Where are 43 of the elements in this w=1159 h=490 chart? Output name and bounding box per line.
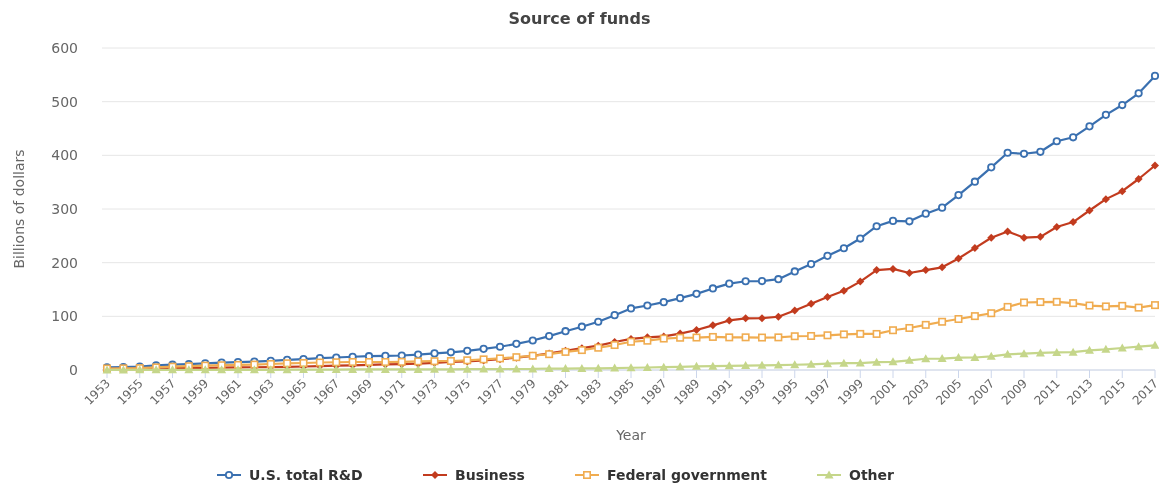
point xyxy=(1020,233,1028,242)
point xyxy=(938,263,947,272)
point xyxy=(758,314,766,323)
point xyxy=(839,286,848,295)
point xyxy=(1151,161,1159,170)
y-tick-label: 200 xyxy=(51,254,78,271)
point xyxy=(905,269,914,278)
point xyxy=(1003,227,1012,236)
point xyxy=(889,264,897,273)
y-axis-title: Billions of dollars xyxy=(11,149,27,269)
point xyxy=(970,244,979,253)
point xyxy=(856,277,865,286)
point xyxy=(1134,175,1143,183)
point xyxy=(708,321,717,330)
y-tick-label: 500 xyxy=(51,93,78,110)
point xyxy=(807,299,816,308)
point xyxy=(741,314,750,323)
point xyxy=(1101,195,1110,204)
point xyxy=(774,312,783,321)
point xyxy=(823,292,832,301)
point xyxy=(954,254,963,263)
point xyxy=(872,266,881,275)
y-tick-label: 300 xyxy=(51,201,78,217)
point xyxy=(1036,232,1045,241)
y-tick-label: 0 xyxy=(69,362,78,378)
legend-label: Business xyxy=(455,467,525,483)
y-tick-label: 600 xyxy=(51,40,78,56)
point xyxy=(790,306,799,315)
chart-title: Source of funds xyxy=(508,9,651,28)
point xyxy=(921,266,930,275)
point xyxy=(1052,223,1061,232)
point xyxy=(692,326,701,335)
legend-label: Federal government xyxy=(607,467,768,483)
point xyxy=(1069,218,1078,227)
point xyxy=(725,316,734,325)
y-tick-label: 100 xyxy=(51,308,78,325)
point xyxy=(987,233,996,242)
legend-label: Other xyxy=(849,467,895,483)
x-axis-title: Year xyxy=(615,427,647,443)
y-tick-label: 400 xyxy=(51,147,78,164)
legend-label: U.S. total R&D xyxy=(249,467,363,483)
point xyxy=(1118,187,1127,196)
point xyxy=(1085,206,1094,215)
